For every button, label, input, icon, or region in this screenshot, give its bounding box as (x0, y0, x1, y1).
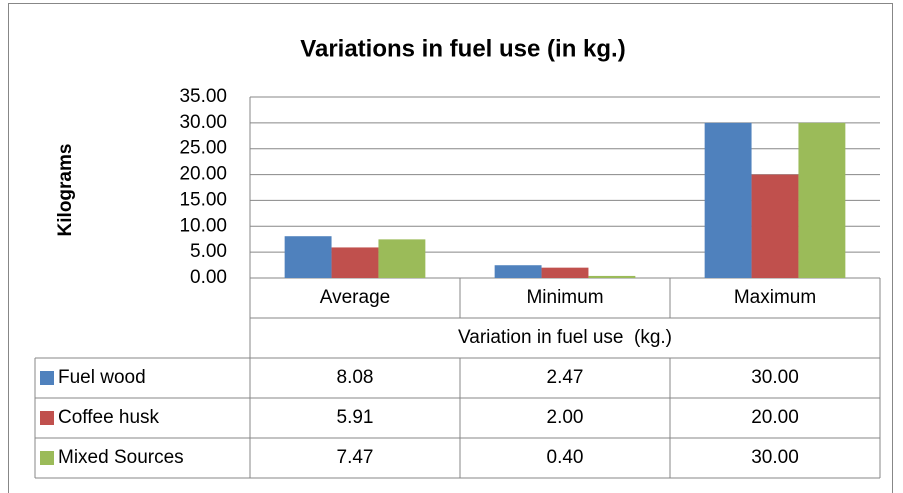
x-axis-label: Variation in fuel use (kg.) (458, 327, 672, 348)
table-value: 30.00 (751, 367, 799, 388)
legend-label: Mixed Sources (58, 447, 184, 468)
bar (378, 239, 426, 278)
chart-border (8, 3, 893, 493)
bar (751, 174, 799, 278)
bar (494, 265, 542, 278)
y-tick-label: 20.00 (179, 164, 227, 185)
legend-key (40, 451, 54, 465)
bar (284, 236, 332, 278)
x-tick-label: Minimum (526, 287, 603, 308)
table-value: 2.47 (547, 367, 584, 388)
y-tick-label: 10.00 (179, 215, 227, 236)
table-value: 5.91 (337, 407, 374, 428)
table-value: 8.08 (337, 367, 374, 388)
table-value: 30.00 (751, 447, 799, 468)
legend-label: Fuel wood (58, 367, 146, 388)
table-value: 0.40 (547, 447, 584, 468)
table-value: 7.47 (337, 447, 374, 468)
legend-key (40, 371, 54, 385)
chart-title: Variations in fuel use (in kg.) (300, 35, 625, 62)
x-tick-label: Maximum (734, 287, 816, 308)
bar (704, 122, 752, 278)
legend-key (40, 411, 54, 425)
table-value: 2.00 (547, 407, 584, 428)
bar (588, 275, 636, 278)
bar (798, 122, 846, 278)
y-tick-label: 5.00 (190, 241, 227, 262)
bar (541, 267, 589, 278)
y-tick-label: 0.00 (190, 267, 227, 288)
y-tick-label: 25.00 (179, 138, 227, 159)
y-tick-label: 30.00 (179, 112, 227, 133)
bar (331, 247, 379, 278)
table-value: 20.00 (751, 407, 799, 428)
y-tick-label: 35.00 (179, 86, 227, 107)
x-tick-label: Average (320, 287, 390, 308)
legend-label: Coffee husk (58, 407, 160, 428)
y-tick-label: 15.00 (179, 189, 227, 210)
y-axis-label: Kilograms (55, 144, 76, 237)
